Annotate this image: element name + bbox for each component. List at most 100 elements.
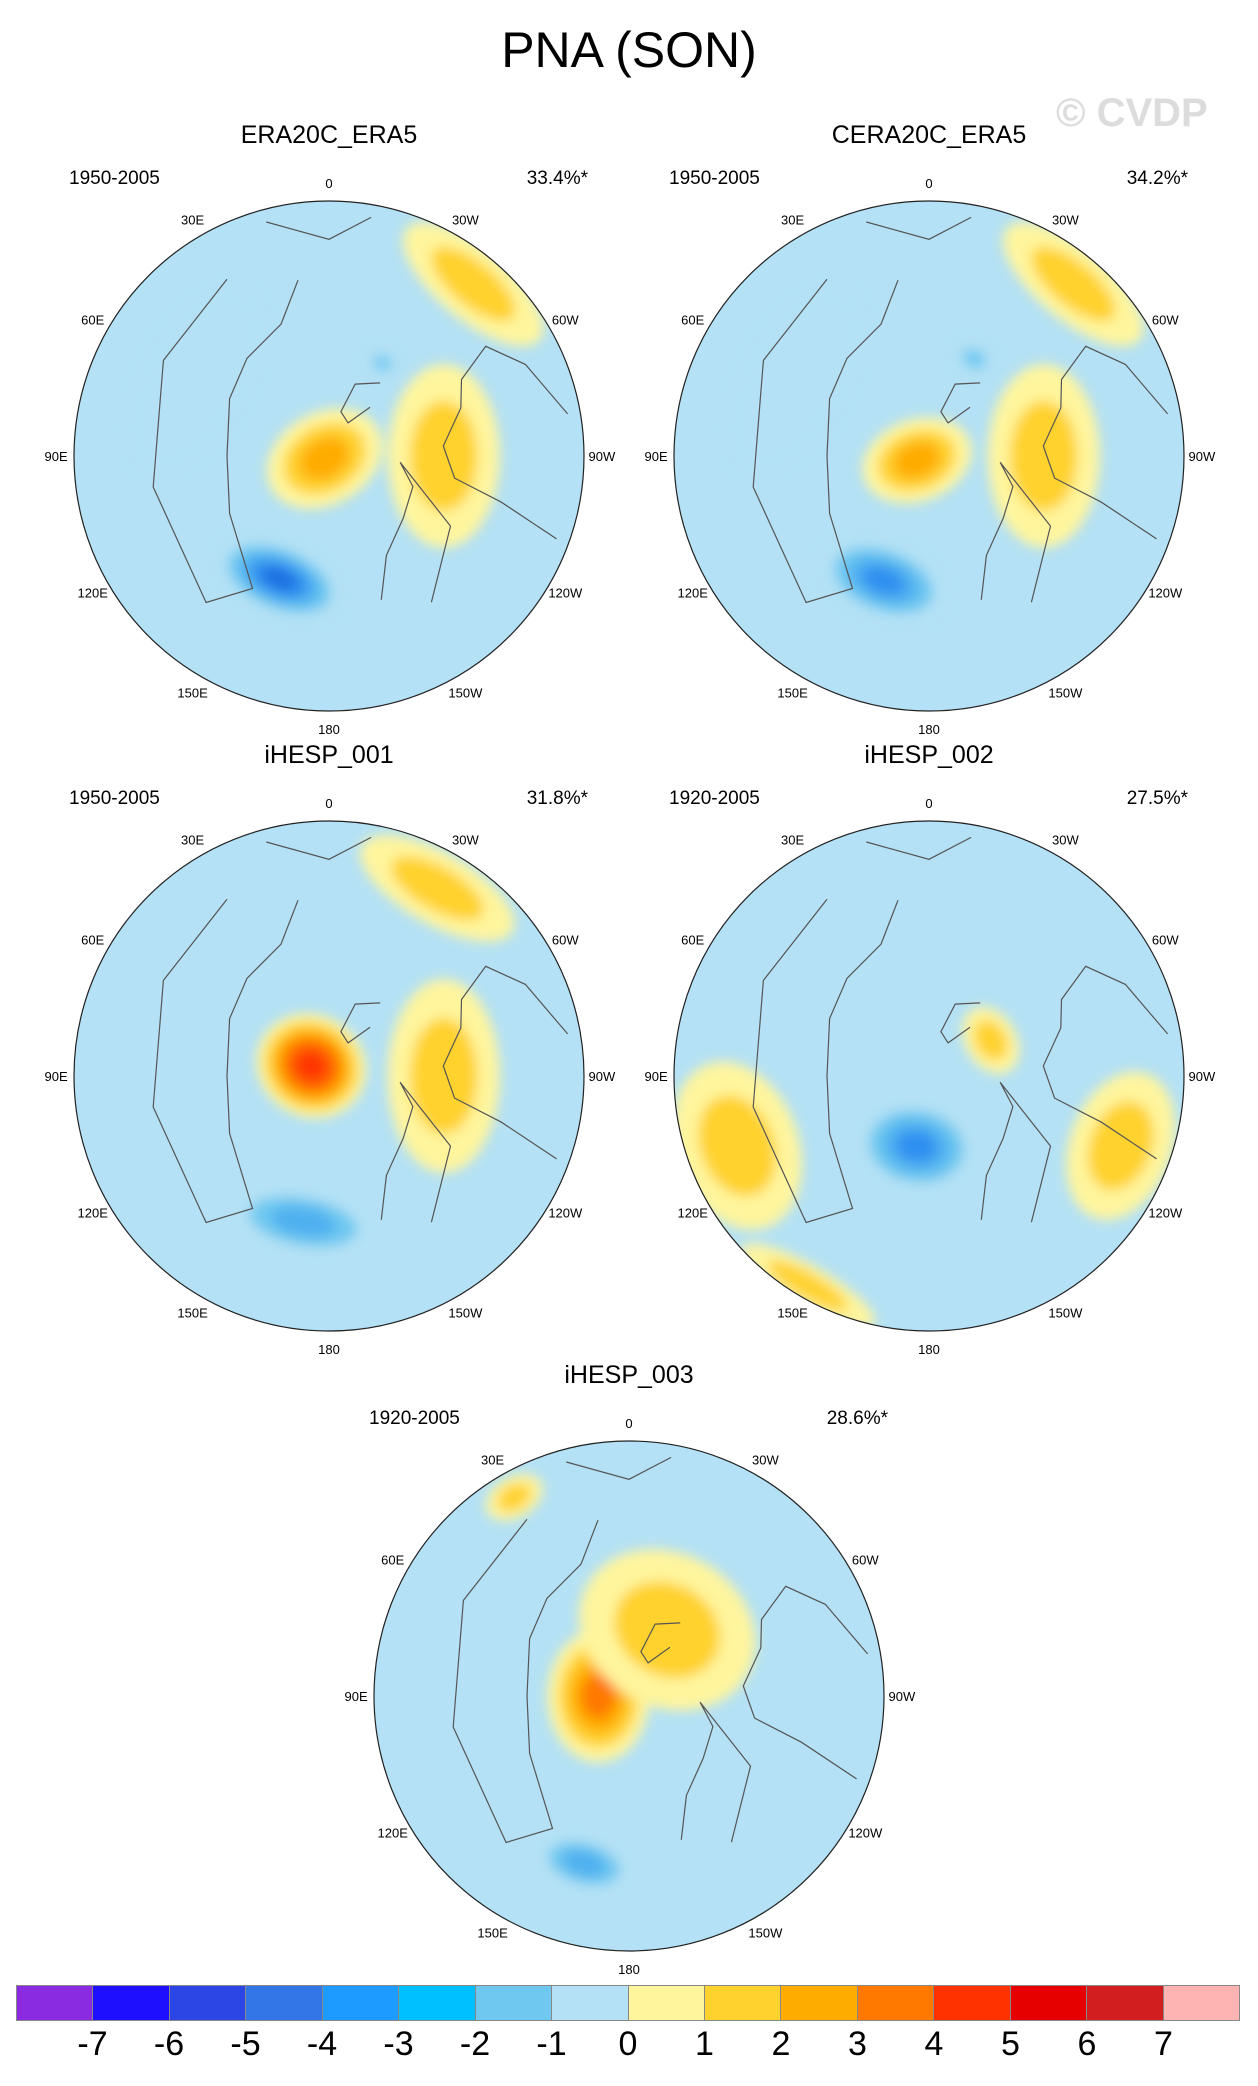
coastline-segment — [452, 1518, 599, 1844]
negative-anomaly-contour — [373, 355, 392, 372]
colorbar-tick-label: 4 — [924, 2025, 944, 2063]
panel-title: ERA20C_ERA5 — [240, 121, 418, 149]
map-panel: 180 150E 120E 90E 60E 30E 0 30W 60W 90W 120W 150W ER… — [29, 120, 629, 737]
colorbar-tick-label: 1 — [695, 2025, 714, 2063]
longitude-label: 90E — [645, 449, 668, 464]
colorbar-tick-label: 2 — [771, 2025, 791, 2063]
map-panel: 180 150E 120E 90E 60E 30E 0 30W 60W 90W 120W 150W iH… — [329, 1360, 929, 1977]
colorbar-cell — [322, 1986, 400, 2020]
longitude-label: 60E — [81, 313, 104, 328]
positive-anomaly-contour — [497, 1483, 532, 1512]
longitude-label: 60E — [681, 933, 704, 948]
longitude-label: 30E — [481, 1453, 504, 1468]
longitude-label: 150W — [448, 685, 483, 700]
longitude-label: 30W — [452, 833, 479, 848]
positive-anomaly-contour — [298, 1053, 324, 1078]
longitude-label: 60W — [552, 933, 579, 948]
positive-anomaly-contour — [431, 246, 516, 322]
longitude-label: 120W — [548, 585, 583, 600]
longitude-label: 30E — [181, 213, 204, 228]
coastline-segment — [442, 345, 569, 540]
positive-anomaly-contour — [973, 1020, 1008, 1061]
coastlines — [752, 836, 1169, 1224]
period-label: 1920-2005 — [369, 1408, 460, 1429]
panel-title: iHESP_001 — [264, 741, 394, 769]
colorbar — [16, 1985, 1240, 2021]
longitude-label: 90W — [589, 449, 616, 464]
variance-explained-label: 31.8%* — [526, 788, 588, 809]
longitude-label: 30W — [452, 213, 479, 228]
coastline-segment — [980, 461, 1052, 603]
longitude-label: 90W — [889, 1689, 916, 1704]
coastline-segment — [1042, 345, 1169, 540]
colorbar-tick-label: 7 — [1154, 2025, 1173, 2063]
coastlines — [152, 836, 569, 1224]
longitude-label: 150E — [177, 1305, 208, 1320]
longitude-label: 150E — [777, 685, 808, 700]
longitude-label: 120E — [678, 585, 709, 600]
map-boundary — [73, 200, 585, 712]
variance-explained-label: 34.2%* — [1126, 168, 1188, 189]
positive-anomaly-contour — [410, 1017, 478, 1135]
longitude-label: 180 — [318, 1342, 340, 1357]
longitude-label: 180 — [918, 1342, 940, 1357]
positive-anomaly-contour — [1031, 246, 1116, 322]
colorbar-cell — [1087, 1986, 1164, 2020]
figure-title: PNA (SON) — [501, 22, 757, 78]
variance-explained-label: 27.5%* — [1126, 788, 1188, 809]
coastline-segment — [152, 898, 299, 1224]
coastlines — [452, 1456, 869, 1844]
longitude-label: 60W — [852, 1553, 879, 1568]
negative-anomaly-contour — [862, 566, 905, 595]
longitude-label: 120W — [1148, 1205, 1183, 1220]
colorbar-cell — [552, 1986, 629, 2020]
longitude-label: 30W — [1052, 833, 1079, 848]
longitude-label: 0 — [925, 176, 932, 191]
colorbar-cell — [1010, 1986, 1088, 2020]
longitude-label: 90W — [1189, 449, 1216, 464]
coastline-segment — [752, 898, 899, 1224]
colorbar-tick-label: 0 — [618, 2025, 638, 2063]
positive-anomaly-contour — [410, 400, 478, 512]
colorbar-cell — [475, 1986, 553, 2020]
longitude-label: 30W — [1052, 213, 1079, 228]
longitude-label: 30E — [181, 833, 204, 848]
colorbar-tick-label: -5 — [230, 2025, 261, 2063]
colorbar-tick-label: -1 — [536, 2025, 567, 2063]
coastlines — [152, 216, 569, 604]
colorbar-tick-label: 3 — [848, 2025, 867, 2063]
longitude-label: 150E — [777, 1305, 808, 1320]
map-boundary — [73, 820, 585, 1332]
longitude-label: 150W — [448, 1305, 483, 1320]
longitude-label: 120W — [548, 1205, 583, 1220]
longitude-label: 90W — [589, 1069, 616, 1084]
colorbar-tick-label: 6 — [1077, 2025, 1097, 2063]
coastline-segment — [940, 382, 981, 424]
longitude-label: 180 — [318, 722, 340, 737]
colorbar-cell — [781, 1986, 858, 2020]
coastline-segment — [752, 278, 899, 604]
positive-anomaly-contour — [614, 1581, 721, 1679]
coastline-segment — [980, 1081, 1052, 1223]
negative-anomaly-contour — [896, 1130, 937, 1162]
coastline-segment — [940, 1002, 981, 1044]
panel-title: iHESP_002 — [864, 741, 994, 769]
colorbar-tick-label: -3 — [383, 2025, 414, 2063]
longitude-label: 60E — [81, 933, 104, 948]
polar-map: 180 150E 120E 90E 60E 30E 0 30W 60W 90W 120W 150W — [45, 176, 616, 737]
coastlines — [752, 216, 1169, 604]
negative-anomaly-contour — [562, 1850, 606, 1877]
colorbar-tick-label: -2 — [459, 2025, 491, 2063]
longitude-label: 90W — [1189, 1069, 1216, 1084]
coastline-segment — [152, 278, 299, 604]
colorbar-cell — [246, 1986, 323, 2020]
map-panel: 180 150E 120E 90E 60E 30E 0 30W 60W 90W 120W 150W CE… — [629, 120, 1229, 737]
longitude-label: 30W — [752, 1453, 779, 1468]
colorbar-labels: -7 -6 -5 -4 -3 -2 -1 0 1 2 3 4 5 6 7 — [16, 2024, 1240, 2068]
negative-anomaly-contour — [262, 567, 297, 591]
colorbar-cell — [16, 1986, 94, 2020]
polar-map: 180 150E 120E 90E 60E 30E 0 30W 60W 90W 120W 150W — [645, 796, 1216, 1357]
coastline-segment — [742, 1585, 869, 1780]
longitude-label: 150W — [748, 1925, 783, 1940]
map-boundary — [373, 1440, 885, 1952]
